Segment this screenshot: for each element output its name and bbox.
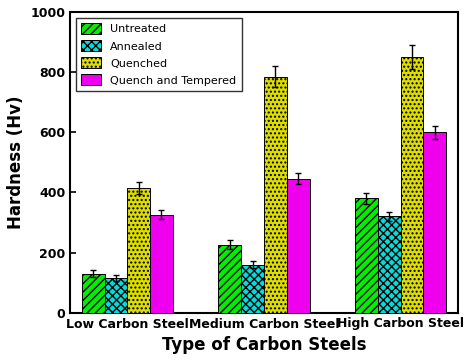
X-axis label: Type of Carbon Steels: Type of Carbon Steels: [162, 336, 366, 354]
Bar: [241, 265, 264, 313]
Bar: [150, 215, 173, 313]
Bar: [355, 199, 378, 313]
Bar: [287, 179, 310, 313]
Y-axis label: Hardness (Hv): Hardness (Hv): [7, 96, 25, 229]
Bar: [423, 132, 446, 313]
Bar: [378, 216, 401, 313]
Legend: Untreated, Annealed, Quenched, Quench and Tempered: Untreated, Annealed, Quenched, Quench an…: [76, 17, 242, 91]
Bar: [401, 57, 423, 313]
Bar: [219, 245, 241, 313]
Bar: [128, 188, 150, 313]
Bar: [105, 278, 128, 313]
Bar: [264, 77, 287, 313]
Bar: [82, 274, 105, 313]
